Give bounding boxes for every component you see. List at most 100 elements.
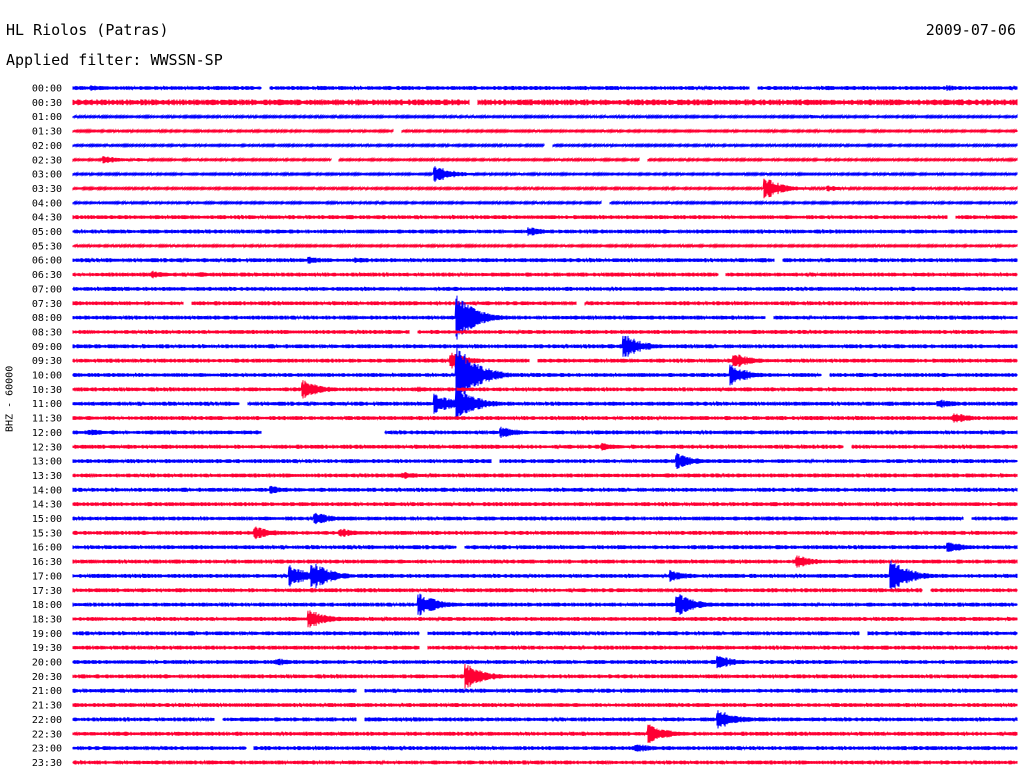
trace-row-1200 [72,426,1018,439]
trace-row-1230 [72,442,1018,451]
row-label-2330: 23:30 [32,758,62,769]
trace-row-1630 [72,555,1018,568]
row-label-2130: 21:30 [32,701,62,712]
trace-row-1430 [72,501,1018,508]
trace-row-1900 [72,630,1018,637]
row-label-1630: 16:30 [32,557,62,568]
row-label-1100: 11:00 [32,399,62,410]
row-label-1130: 11:30 [32,414,62,425]
row-label-0800: 08:00 [32,313,62,324]
trace-row-1100 [72,387,1018,420]
trace-row-0000 [72,84,1018,92]
row-label-1800: 18:00 [32,600,62,611]
trace-row-0800 [72,295,1018,340]
trace-row-1830 [72,610,1018,628]
trace-row-1500 [72,512,1018,525]
trace-row-2300 [72,744,1018,752]
trace-row-0730 [72,300,1018,307]
trace-row-1330 [72,472,1018,479]
trace-row-2100 [72,687,1018,694]
trace-row-0330 [72,178,1018,199]
row-label-0230: 02:30 [32,155,62,166]
trace-row-1130 [72,413,1018,423]
trace-row-0630 [72,270,1018,279]
row-label-1900: 19:00 [32,629,62,640]
trace-row-2030 [72,663,1018,689]
row-label-0900: 09:00 [32,342,62,353]
trace-row-1030 [72,380,1018,399]
row-label-1500: 15:00 [32,514,62,525]
trace-row-0500 [72,227,1018,236]
row-label-0000: 00:00 [32,84,62,95]
row-label-1430: 14:30 [32,500,62,511]
trace-row-1700 [72,560,1018,592]
trace-row-1730 [72,587,1018,594]
trace-row-2130 [72,702,1018,708]
row-label-1930: 19:30 [32,643,62,654]
trace-row-2230 [72,724,1018,743]
row-label-0730: 07:30 [32,299,62,310]
trace-row-0430 [72,214,1018,221]
row-label-2300: 23:00 [32,744,62,755]
row-label-2230: 22:30 [32,729,62,740]
row-label-1300: 13:00 [32,457,62,468]
trace-row-1300 [72,453,1018,470]
trace-row-0530 [72,242,1018,249]
row-label-1730: 17:30 [32,586,62,597]
trace-row-0900 [72,335,1018,357]
row-label-1000: 10:00 [32,371,62,382]
row-label-0030: 00:30 [32,98,62,109]
trace-row-1530 [72,526,1018,540]
trace-row-0200 [72,142,1018,149]
row-label-0330: 03:30 [32,184,62,195]
trace-row-0930 [72,352,1018,369]
trace-row-1400 [72,485,1018,494]
row-label-1330: 13:30 [32,471,62,482]
row-label-1600: 16:00 [32,543,62,554]
row-label-0200: 02:00 [32,141,62,152]
trace-row-1930 [72,644,1018,651]
trace-row-0130 [72,128,1018,134]
row-label-0130: 01:30 [32,127,62,138]
row-label-0100: 01:00 [32,112,62,123]
trace-row-0030 [72,99,1018,106]
trace-row-0600 [72,256,1018,264]
trace-row-2000 [72,655,1018,669]
station-title: HL Riolos (Patras) [6,21,169,39]
trace-row-1800 [72,593,1018,616]
row-label-0600: 06:00 [32,256,62,267]
trace-row-0100 [72,113,1018,120]
row-label-1200: 12:00 [32,428,62,439]
trace-row-0230 [72,156,1018,164]
row-label-2000: 20:00 [32,658,62,669]
seismic-traces [72,84,1018,766]
row-label-0430: 04:30 [32,213,62,224]
trace-row-2330 [72,759,1018,766]
row-label-0930: 09:30 [32,356,62,367]
trace-row-0830 [72,329,1018,335]
trace-row-2200 [72,710,1018,729]
date-label: 2009-07-06 [925,21,1016,39]
trace-row-1600 [72,542,1018,553]
trace-row-1000 [72,344,1018,406]
row-label-0700: 07:00 [32,284,62,295]
row-label-0830: 08:30 [32,327,62,338]
row-label-0400: 04:00 [32,198,62,209]
trace-row-0400 [72,199,1018,206]
filter-label: Applied filter: WWSSN-SP [6,51,223,69]
row-label-1700: 17:00 [32,571,62,582]
row-label-1830: 18:30 [32,614,62,625]
row-label-0300: 03:00 [32,170,62,181]
row-label-1530: 15:30 [32,528,62,539]
trace-row-0700 [72,285,1018,292]
row-label-0500: 05:00 [32,227,62,238]
row-label-2030: 20:30 [32,672,62,683]
row-label-1400: 14:00 [32,485,62,496]
row-time-labels: 00:00 00:30 01:00 01:30 02:00 02:30 03:00 03:30… [32,84,62,769]
row-label-1030: 10:30 [32,385,62,396]
row-label-0630: 06:30 [32,270,62,281]
row-label-2100: 21:00 [32,686,62,697]
row-label-1230: 12:30 [32,442,62,453]
row-label-2200: 22:00 [32,715,62,726]
